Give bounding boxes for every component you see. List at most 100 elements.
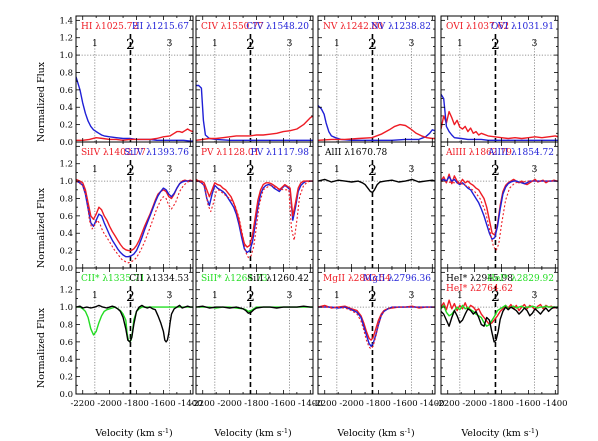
series-group (76, 304, 193, 343)
x-tick-label: -1600 (271, 399, 296, 409)
x-tick-label: -2000 (97, 399, 122, 409)
x-tick-label: -1400 (543, 399, 568, 409)
panel-frame (195, 15, 314, 143)
component-1-label: 1 (212, 165, 218, 175)
component-2-label: 2 (491, 37, 500, 53)
transition-label-2: HI λ1215.67 (132, 22, 189, 32)
y-tick-label: 1.0 (59, 51, 73, 61)
component-1-label: 1 (212, 291, 218, 301)
component-3-label: 3 (167, 39, 173, 49)
y-tick-label: 0.2 (59, 373, 73, 383)
y-tick-label: 0.8 (59, 68, 73, 78)
component-2-label: 2 (368, 289, 377, 305)
transition-label-2: CIV λ1548.20 (246, 22, 309, 32)
transition-label-1: OVI λ1037.62 (446, 22, 509, 32)
transition-label-2: SiIV λ1393.76 (124, 148, 189, 158)
panel-frame (440, 141, 559, 269)
component-3-label: 3 (167, 165, 173, 175)
y-tick-label: 0.0 (59, 138, 73, 148)
transition-label-1: NV λ1242.80 (323, 22, 383, 32)
y-tick-label: 0.4 (59, 103, 73, 113)
series-blue-solid-0 (318, 105, 435, 141)
component-1-label: 1 (92, 165, 98, 175)
panel-frame (440, 267, 559, 395)
component-1-label: 1 (334, 165, 340, 175)
transition-label-2: PV λ1117.98 (251, 148, 310, 158)
x-tick-label: -2200 (190, 399, 215, 409)
series-red-solid-0 (441, 299, 558, 326)
x-tick-label: -2000 (217, 399, 242, 409)
x-tick-label: -1400 (298, 399, 323, 409)
panel-2-2: 1 2 3 -2200 -2000 -1800 -1600 -1400 MgII λ2803.5… (312, 267, 445, 409)
panel-frame (317, 141, 436, 269)
series-group (196, 84, 313, 141)
y-tick-label: 1.2 (59, 286, 73, 296)
series-red-dotted-2 (196, 180, 313, 259)
x-tick-label: -1800 (124, 399, 149, 409)
transition-label-2: AlIII λ1854.72 (487, 148, 554, 158)
component-2-label: 2 (246, 289, 255, 305)
series-blue-solid-0 (196, 180, 313, 254)
component-3-label: 3 (532, 291, 538, 301)
transition-label-1: HeI* λ2945.98 (446, 274, 513, 284)
x-tick-label: -1400 (178, 399, 203, 409)
x-axis-label-col2: Velocity (km s-1) (213, 427, 291, 439)
y-tick-label: 0.2 (59, 121, 73, 131)
x-tick-label: -1800 (244, 399, 269, 409)
component-3-label: 3 (409, 291, 415, 301)
panel-1-2: 1 2 3 AlII λ1670.78 (317, 141, 436, 269)
x-tick-label: -1400 (420, 399, 445, 409)
series-red-dotted-2 (441, 180, 558, 252)
panel-2-3: 1 2 3 -2200 -2000 -1800 -1600 -1400 HeI* λ2945.9… (435, 267, 568, 409)
component-3-label: 3 (532, 39, 538, 49)
transition-label-1: SiII* λ1264.73 (201, 274, 268, 284)
transition-label-1: HI λ1025.72 (81, 22, 138, 32)
y-axis-label-middle: Normalized Flux (36, 187, 47, 268)
component-2-label: 2 (126, 37, 135, 53)
y-tick-label: 1.2 (59, 34, 73, 44)
transition-label-1: CIV λ1550.77 (201, 22, 264, 32)
series-red-solid-1 (76, 128, 193, 141)
transition-label-1: AlIII λ1862.79 (445, 148, 512, 158)
component-1-label: 1 (92, 39, 98, 49)
series-blue-solid-1 (76, 180, 193, 258)
component-1-label: 1 (457, 165, 463, 175)
panel-2-1: 1 2 3 -2200 -2000 -1800 -1600 -1400 SiII* λ1264.… (190, 267, 323, 409)
component-3-label: 3 (287, 291, 293, 301)
series-group (76, 76, 193, 142)
y-tick-label: 0.4 (59, 229, 73, 239)
transition-label-2: SiII λ1260.42 (247, 274, 309, 284)
component-2-label: 2 (368, 163, 377, 179)
series-black-solid-1 (76, 304, 193, 343)
transition-label-1: SiIV λ1402.77 (81, 148, 146, 158)
y-tick-label: 0.2 (59, 247, 73, 257)
component-1-label: 1 (212, 39, 218, 49)
series-group (318, 304, 435, 350)
y-tick-label: 0.6 (59, 86, 73, 96)
transition-label-1: MgII λ2803.54 (323, 274, 391, 284)
panel-frame (317, 267, 436, 395)
component-3-label: 3 (287, 39, 293, 49)
x-tick-label: -1600 (151, 399, 176, 409)
series-blue-solid-1 (318, 306, 435, 347)
component-3-label: 3 (409, 39, 415, 49)
y-tick-label: 0.4 (59, 355, 73, 365)
series-group (318, 178, 435, 194)
series-blue-solid-1 (441, 93, 558, 141)
transition-label-2: NV λ1238.82 (371, 22, 431, 32)
panel-frame (75, 15, 194, 143)
y-tick-label: 0.8 (59, 194, 73, 204)
y-tick-label: 0.0 (59, 264, 73, 274)
y-axis-label-bottom: Normalized Flux (36, 307, 47, 388)
component-2-label: 2 (491, 163, 500, 179)
transition-label-2: MgII λ2796.36 (363, 274, 431, 284)
transition-label-1: PV λ1128.01 (201, 148, 259, 158)
panel-grid: 1 2 3 0.0 0.2 0.4 0.6 0.8 1.0 1.2 1.4 HI λ1025.72HI… (59, 15, 568, 409)
series-red-solid-0 (318, 304, 435, 341)
transition-label: AlII λ1670.78 (324, 148, 388, 158)
component-3-label: 3 (167, 291, 173, 301)
